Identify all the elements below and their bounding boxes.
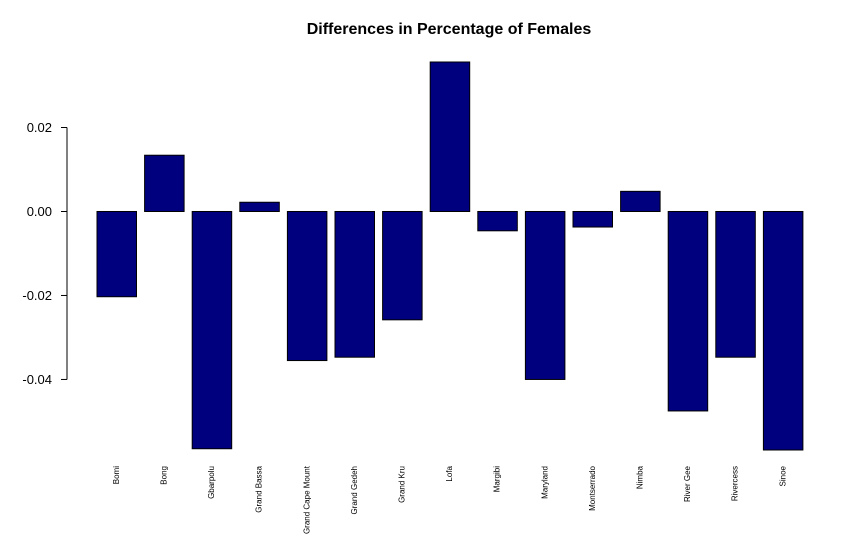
y-tick-label: -0.04 (22, 372, 52, 387)
x-tick-label: Grand Gedeh (350, 466, 359, 514)
bar-nimba (620, 190, 661, 212)
x-tick-label: Rivercess (731, 466, 740, 501)
bar-bong (144, 154, 185, 212)
x-tick-label: Gbarpolu (207, 466, 216, 499)
x-tick-label: Grand Cape Mount (302, 465, 311, 534)
y-tick-label: 0.02 (27, 120, 52, 135)
bar-margibi (477, 210, 518, 232)
x-tick-label: River Gee (683, 465, 692, 502)
bar-sinoe (762, 210, 804, 451)
bar-maryland (524, 210, 566, 380)
bar-river-gee (667, 210, 709, 412)
bar-montserrado (572, 210, 613, 228)
x-tick-label: Nimba (635, 465, 644, 489)
bar-grand-cape-mount (286, 210, 328, 362)
y-axis: -0.04 -0.02 0.00 0.02 (22, 120, 68, 387)
bar-grand-kru (382, 210, 423, 321)
bar-grand-gedeh (334, 210, 375, 358)
x-tick-label: Maryland (540, 466, 549, 499)
x-tick-label: Grand Kru (397, 466, 406, 503)
bar-bomi (96, 210, 137, 298)
x-tick-label: Margibi (493, 466, 502, 492)
bar-rivercess (715, 210, 756, 358)
x-tick-label: Montserrado (588, 465, 597, 510)
y-tick-label: -0.02 (22, 288, 52, 303)
bar-grand-bassa (239, 201, 280, 212)
x-tick-label: Lofa (445, 465, 454, 481)
x-tick-label: Grand Bassa (255, 465, 264, 512)
x-tick-label: Bong (159, 466, 168, 485)
x-tick-label: Sinoe (778, 465, 787, 486)
x-tick-label: Bomi (112, 466, 121, 484)
bar-gbarpolu (191, 210, 233, 450)
x-axis-labels: Bomi Bong Gbarpolu Grand Bassa Grand Cape Mo… (112, 465, 787, 534)
chart-title: Differences in Percentage of Females (307, 21, 592, 38)
y-tick-label: 0.00 (27, 204, 52, 219)
bar-lofa (429, 61, 471, 212)
bars (96, 61, 804, 451)
